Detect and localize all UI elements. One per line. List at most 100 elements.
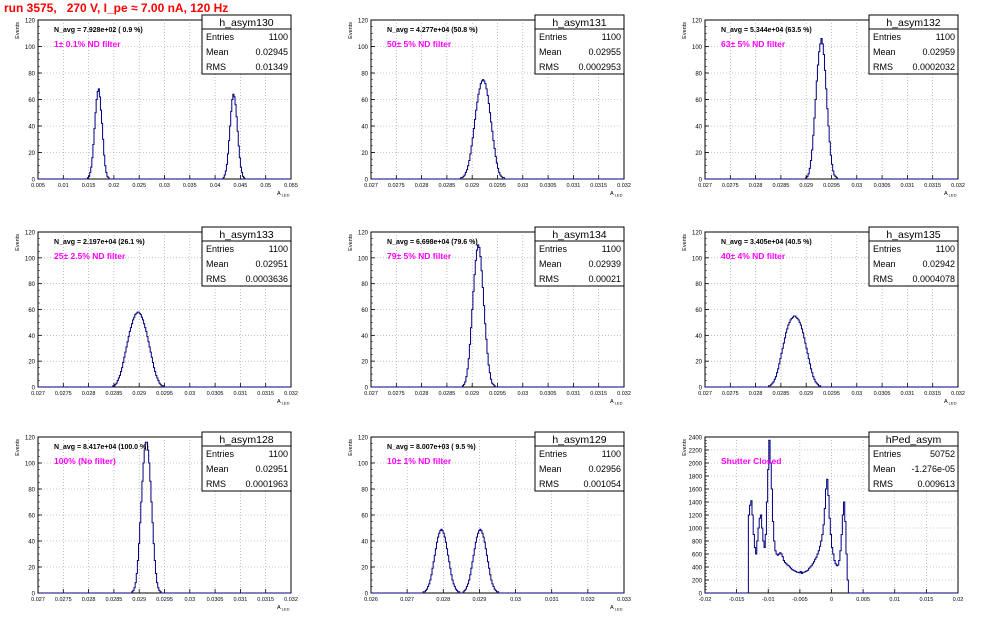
- navg-label: N_avg = 2.197e+04 (26.1 %): [54, 239, 145, 246]
- y-tick-label: 0: [32, 178, 36, 184]
- stat-value: 1100: [936, 32, 955, 42]
- x-tick-label: 0.0315: [257, 391, 274, 397]
- x-tick-label: 0.0305: [207, 597, 224, 603]
- x-tick-label: 0.005: [856, 597, 870, 603]
- stat-value: 0.009613: [917, 479, 955, 489]
- x-tick-label: 0.0315: [257, 597, 274, 603]
- y-tick-label: 40: [361, 334, 368, 340]
- stats-box: hPed_asym Entries 50752 Mean -1.276e-05 RMS 0.…: [868, 431, 959, 492]
- x-tick-label: 0.0285: [105, 597, 122, 603]
- navg-label: N_avg = 3.405e+04 (40.5 %): [721, 239, 812, 246]
- x-tick-label: 0.0285: [105, 391, 122, 397]
- filter-label: 10± 1% ND filter: [387, 456, 452, 466]
- y-tick-label: 100: [25, 462, 36, 468]
- y-tick-label: 2200: [689, 449, 703, 455]
- y-tick-label: 60: [28, 514, 35, 520]
- y-tick-label: 0: [699, 592, 703, 598]
- x-tick-label: 0.032: [617, 391, 631, 397]
- x-tick-label: 0.0305: [540, 183, 557, 189]
- y-tick-label: 20: [28, 151, 35, 157]
- stat-label: Mean: [873, 47, 896, 57]
- y-tick-label: 120: [692, 19, 703, 25]
- stat-value: 0.0003636: [245, 274, 288, 284]
- x-tick-label: 0.0275: [388, 391, 405, 397]
- x-tick-label: 0.02: [953, 597, 964, 603]
- stat-value: 0.02956: [588, 464, 621, 474]
- stat-label: Entries: [873, 32, 902, 42]
- y-tick-label: 100: [692, 45, 703, 51]
- stat-value: 50752: [930, 449, 955, 459]
- navg-label: N_avg = 8.417e+04 (100.0 %): [54, 444, 149, 451]
- filter-label: 79± 5% ND filter: [387, 251, 452, 261]
- histogram-name: h_asym133: [219, 229, 273, 241]
- x-tick-label: 0.031: [567, 183, 581, 189]
- x-tick-label: 0.028: [415, 391, 429, 397]
- x-tick-label: 0.0305: [874, 183, 891, 189]
- y-tick-label: 60: [695, 308, 702, 314]
- x-tick-label: 0.028: [749, 391, 763, 397]
- x-tick-label: 0.031: [567, 391, 581, 397]
- stat-label: RMS: [206, 62, 226, 72]
- histogram-name: h_asym128: [219, 434, 273, 446]
- x-tick-label: 0.032: [617, 183, 631, 189]
- x-tick-label: -0.01: [762, 597, 775, 603]
- x-tick-label: 0.005: [31, 183, 45, 189]
- run-title: run 3575, 270 V, I_pe ≈ 7.00 nA, 120 Hz: [4, 1, 229, 15]
- stat-value: 0.0001963: [245, 479, 288, 489]
- stat-value: 1100: [602, 32, 621, 42]
- y-tick-label: 120: [25, 231, 36, 237]
- x-tick-label: 0.0305: [207, 391, 224, 397]
- stat-value: 1100: [269, 244, 288, 254]
- stats-box-frame: [201, 14, 292, 75]
- stat-value: 1100: [602, 244, 621, 254]
- x-axis-title: ALED: [277, 399, 290, 406]
- x-tick-label: 0.031: [234, 597, 248, 603]
- stat-label: Entries: [206, 244, 235, 254]
- histogram-series: [38, 441, 291, 594]
- stat-label: RMS: [873, 62, 893, 72]
- y-tick-label: 120: [692, 231, 703, 237]
- histogram-series: [38, 311, 291, 388]
- x-tick-label: 0.027: [31, 391, 45, 397]
- navg-label: N_avg = 4.277e+04 (50.8 %): [387, 27, 478, 34]
- x-tick-label: 0.0315: [924, 391, 941, 397]
- y-tick-label: 1800: [689, 475, 703, 481]
- histogram-series: [38, 88, 291, 180]
- y-tick-label: 60: [695, 98, 702, 104]
- stat-value: 1100: [269, 449, 288, 459]
- x-tick-label: 0.027: [364, 183, 378, 189]
- y-tick-label: 0: [699, 386, 703, 392]
- stats-box-frame: [534, 14, 625, 75]
- stat-value: 0.0004078: [912, 274, 955, 284]
- y-tick-label: 400: [692, 566, 703, 572]
- stat-label: Entries: [873, 244, 902, 254]
- x-tick-label: 0.03: [510, 597, 521, 603]
- stats-box: h_asym130 Entries 1100 Mean 0.02945 RMS 0.0134…: [201, 14, 292, 75]
- x-tick-label: 0.0315: [924, 183, 941, 189]
- stat-label: Mean: [539, 47, 562, 57]
- x-tick-label: 0.015: [919, 597, 933, 603]
- x-tick-label: 0.0275: [722, 183, 739, 189]
- stats-box: h_asym128 Entries 1100 Mean 0.02951 RMS 0.0001…: [201, 431, 292, 492]
- histogram-panel-h_asym132: 0 20 40 60 80 100 120 0.027 0.0275 0.028 0.0285 0.0…: [682, 14, 965, 198]
- navg-label: N_avg = 5.344e+04 (63.5 %): [721, 27, 812, 34]
- x-tick-label: 0.05: [260, 183, 271, 189]
- stats-box: h_asym131 Entries 1100 Mean 0.02955 RMS 0.0002…: [534, 14, 625, 75]
- x-tick-label: 0.032: [951, 391, 965, 397]
- stat-value: 0.0002953: [578, 62, 621, 72]
- y-tick-label: 40: [695, 334, 702, 340]
- y-tick-label: 100: [692, 256, 703, 262]
- x-tick-label: 0.0285: [772, 183, 789, 189]
- y-axis-title: Events: [348, 439, 354, 456]
- y-tick-label: 0: [699, 178, 703, 184]
- y-tick-label: 0: [365, 592, 369, 598]
- x-tick-label: 0.026: [364, 597, 378, 603]
- y-tick-label: 20: [28, 566, 35, 572]
- x-tick-label: 0.032: [284, 391, 298, 397]
- y-tick-label: 600: [692, 553, 703, 559]
- y-axis-title: Events: [682, 234, 688, 251]
- stat-value: 0.01349: [255, 62, 288, 72]
- y-tick-label: 40: [28, 125, 35, 131]
- y-tick-label: 80: [361, 282, 368, 288]
